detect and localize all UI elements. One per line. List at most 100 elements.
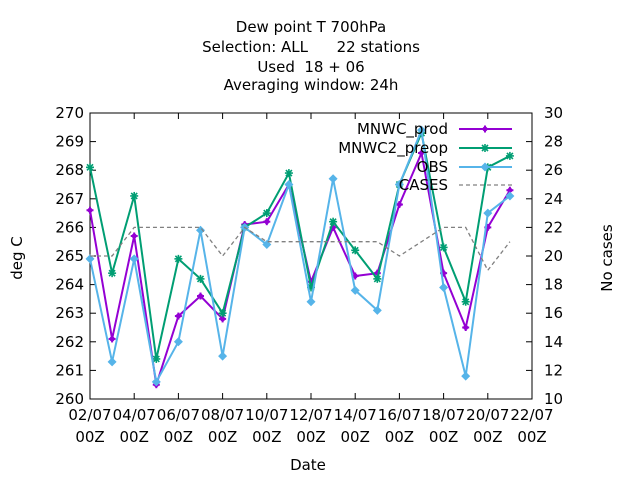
data-point-marker (352, 273, 358, 279)
y2-tick-label: 14 (544, 333, 563, 351)
data-point-marker (174, 255, 182, 263)
legend-item: MNWC2_preop (338, 139, 512, 158)
data-point (86, 206, 94, 214)
data-point-marker (108, 269, 116, 277)
data-point (306, 297, 316, 307)
data-point-marker (175, 313, 181, 319)
data-point (505, 191, 515, 201)
data-point-marker (109, 336, 115, 342)
data-point (129, 254, 139, 264)
x-tick-label-time: 00Z (341, 428, 370, 446)
data-point-marker (152, 355, 160, 363)
series-line (89, 129, 511, 360)
y-axis-label: deg C (8, 236, 26, 280)
data-point-marker (507, 187, 513, 193)
x-tick-label-time: 00Z (120, 428, 149, 446)
data-point-marker (483, 208, 493, 218)
x-tick-label-time: 00Z (208, 428, 237, 446)
data-point (373, 274, 382, 283)
x-tick-label-date: 22/07 (510, 406, 553, 424)
data-point-marker (285, 169, 293, 177)
x-tick-label-date: 02/07 (68, 406, 111, 424)
data-point-marker (506, 152, 514, 160)
data-point (394, 180, 404, 189)
y-tick-label: 266 (55, 218, 84, 236)
x-axis-label: Date (290, 456, 326, 474)
data-point-marker (372, 305, 382, 315)
y-tick-label: 261 (55, 361, 84, 379)
x-tick-label-time: 00Z (517, 428, 546, 446)
data-point-marker (417, 125, 426, 135)
data-point (85, 254, 95, 264)
data-point (461, 297, 470, 306)
series-layer (85, 125, 515, 389)
data-point (108, 269, 117, 278)
x-tick-label-time: 00Z (473, 428, 502, 446)
data-point-marker (396, 202, 402, 208)
legend-label: CASES (399, 176, 448, 194)
y-tick-label: 265 (55, 247, 84, 265)
x-tick-label-date: 18/07 (422, 406, 465, 424)
y2-tick-label: 24 (544, 190, 563, 208)
data-point-marker (461, 371, 471, 381)
data-point (86, 163, 94, 172)
data-point (263, 218, 271, 226)
data-point-marker (463, 325, 469, 330)
data-point-marker (218, 351, 228, 361)
data-point-marker (373, 275, 381, 283)
data-point-marker (107, 357, 117, 367)
data-point-marker (284, 180, 294, 189)
x-tick-label-date: 08/07 (201, 406, 244, 424)
data-point (107, 357, 117, 367)
data-point (174, 254, 183, 263)
data-point (284, 169, 293, 178)
y2-tick-label: 20 (544, 247, 563, 265)
data-point-marker (263, 209, 271, 217)
x-tick-label-date: 14/07 (334, 406, 377, 424)
x-tick-label-time: 00Z (75, 428, 104, 446)
x-tick-label-date: 10/07 (245, 406, 288, 424)
legend-marker (480, 162, 490, 172)
data-point-marker (328, 174, 338, 184)
series-obs (85, 125, 515, 387)
x-tick-label-time: 00Z (385, 428, 414, 446)
data-point-marker (394, 180, 404, 189)
data-point (462, 324, 470, 331)
y2-tick-label: 28 (544, 133, 563, 151)
series-line (90, 226, 511, 272)
x-tick-label-date: 12/07 (289, 406, 332, 424)
data-point-marker (505, 191, 515, 201)
data-point (439, 243, 448, 252)
x-tick-label-time: 00Z (429, 428, 458, 446)
data-point-marker (130, 192, 138, 200)
legend-item: OBS (417, 158, 512, 176)
y2-tick-label: 30 (544, 104, 563, 122)
data-point (197, 292, 204, 300)
x-tick-label-time: 00Z (252, 428, 281, 446)
y-tick-label: 264 (55, 276, 84, 294)
data-point (174, 312, 182, 320)
legend-label: MNWC2_preop (338, 139, 448, 158)
data-point-marker (351, 246, 359, 254)
legend-marker (481, 144, 489, 152)
data-point-marker (462, 298, 470, 306)
data-point-marker (196, 275, 205, 283)
chart-title: Dew point T 700hPa Selection: ALL 22 sta… (202, 18, 420, 94)
data-point-marker (264, 219, 270, 225)
data-point (130, 232, 138, 240)
legend-label: OBS (417, 158, 448, 176)
data-point-marker (439, 282, 449, 292)
data-point-marker (86, 163, 94, 171)
x-tick-label-date: 16/07 (378, 406, 421, 424)
data-point-marker (85, 254, 95, 264)
x-tick-label-time: 00Z (164, 428, 193, 446)
data-point (505, 151, 514, 160)
x-tick-label-time: 00Z (296, 428, 325, 446)
data-point-marker (173, 337, 183, 347)
data-point (219, 315, 227, 323)
data-point-marker (440, 243, 448, 251)
data-point-marker (350, 285, 360, 295)
data-point (218, 309, 227, 318)
